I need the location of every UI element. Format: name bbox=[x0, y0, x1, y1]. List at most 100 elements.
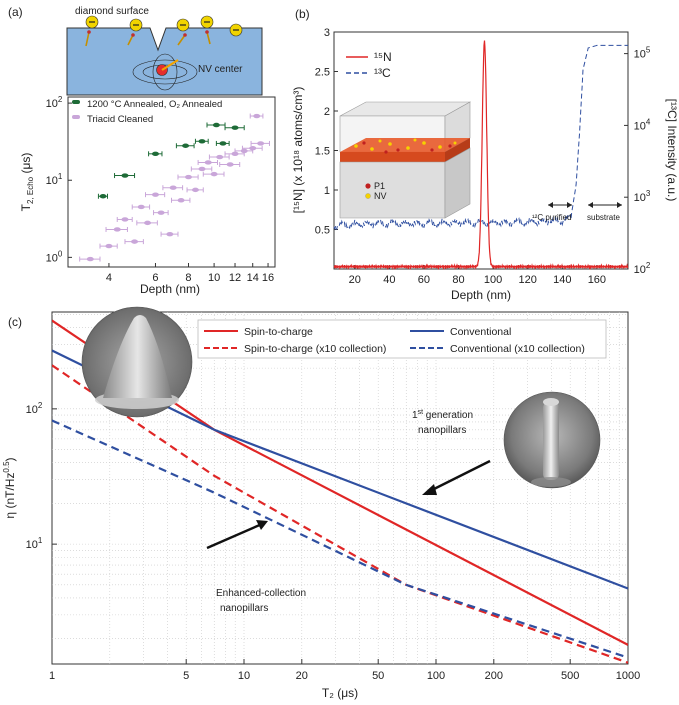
legend-c-conv10-label: Conventional (x10 collection) bbox=[450, 343, 585, 355]
annotation-arrows bbox=[206, 459, 491, 550]
a-data-point bbox=[249, 146, 257, 151]
a-data-point bbox=[166, 231, 174, 237]
inset-p1-label: P1 bbox=[374, 181, 385, 191]
c-ytick-label: 101 bbox=[26, 536, 43, 551]
c-series-conventional-x10-collection- bbox=[52, 419, 628, 659]
panel-b-ylabel-right: [¹³C] Intensity (a.u.) bbox=[665, 99, 679, 202]
a-data-point bbox=[210, 171, 218, 177]
b-ytick-right-label: 105 bbox=[634, 46, 651, 61]
legend-a-swatch-triacid bbox=[72, 115, 80, 119]
a-xtick-label: 4 bbox=[106, 272, 112, 284]
a-xtick-label: 12 bbox=[229, 272, 241, 284]
panel-c-legend: Spin-to-charge Conventional Spin-to-char… bbox=[197, 319, 607, 359]
a-data-point bbox=[184, 174, 192, 180]
sem-image-first-gen-pillar bbox=[503, 391, 601, 489]
a-data-point bbox=[226, 162, 234, 167]
annotation-c12-purified: ¹²C purified bbox=[532, 213, 572, 222]
annotation-first-gen-line1: 1st generation bbox=[412, 409, 473, 421]
a-data-point bbox=[204, 160, 212, 165]
a-xtick-label: 8 bbox=[185, 272, 191, 284]
diamond-schematic: diamond surface NV center bbox=[66, 6, 263, 96]
legend-a-label-annealed: 1200 °C Annealed, O₂ Annealed bbox=[87, 99, 222, 110]
legend-a-swatch-annealed bbox=[72, 100, 80, 104]
a-data-point bbox=[86, 256, 94, 262]
a-xtick-label: 14 bbox=[247, 272, 259, 284]
b-xtick-label: 60 bbox=[418, 274, 430, 286]
arrow-head-enhanced bbox=[256, 520, 268, 530]
b-ytick-right-label: 104 bbox=[634, 117, 651, 132]
surface-spins bbox=[85, 15, 243, 47]
c-xtick-label: 100 bbox=[427, 670, 445, 682]
a-data-point bbox=[99, 194, 107, 199]
a-data-point bbox=[151, 192, 159, 197]
diamond-surface-label: diamond surface bbox=[75, 6, 149, 17]
a-data-point bbox=[191, 187, 199, 193]
a-xtick-label: 16 bbox=[262, 272, 274, 284]
a-ytick-label: 100 bbox=[46, 249, 63, 264]
panel-b: (b) 20 40 60 80 100 120 140 160 0.5 1 1.5 2 2.5 3 102 1… bbox=[291, 7, 679, 302]
panel-a-ylabel-unit: (μs) bbox=[19, 153, 33, 177]
legend-c-stc10-label: Spin-to-charge (x10 collection) bbox=[244, 343, 386, 355]
a-ytick-label: 101 bbox=[46, 172, 63, 187]
panel-a-ylabel-sub: 2, Echo bbox=[26, 176, 35, 204]
panel-b-ylabel-left: [¹⁵N] (x 10¹⁸ atoms/cm³) bbox=[291, 87, 305, 214]
legend-c-stc-label: Spin-to-charge bbox=[244, 326, 313, 338]
panel-b-label: (b) bbox=[295, 7, 310, 21]
a-xtick-label: 10 bbox=[208, 272, 220, 284]
diamond-block bbox=[66, 27, 263, 96]
a-data-point bbox=[121, 173, 129, 178]
annotation-enhanced-line1: Enhanced-collection bbox=[216, 588, 306, 599]
a-data-point bbox=[182, 143, 190, 148]
b-xtick-label: 20 bbox=[349, 274, 361, 286]
annotation-first-gen-line2: nanopillars bbox=[418, 425, 466, 436]
b-xtick-label: 100 bbox=[484, 274, 502, 286]
panel-b-ticks: 20 40 60 80 100 120 140 160 0.5 1 1.5 2 2.5 3 102 103 10… bbox=[315, 27, 651, 286]
c-xtick-label: 10 bbox=[238, 670, 250, 682]
b-xtick-label: 40 bbox=[383, 274, 395, 286]
panel-a-ylabel-main: T bbox=[19, 203, 33, 211]
panel-a-points bbox=[79, 113, 270, 262]
legend-c-conv-label: Conventional bbox=[450, 326, 511, 338]
a-data-point bbox=[137, 204, 145, 210]
a-data-point bbox=[216, 154, 224, 160]
panel-a-ticks: 4 6 8 10 12 14 16 100 101 102 bbox=[46, 95, 275, 284]
a-data-point bbox=[212, 122, 220, 128]
c-xtick-label: 50 bbox=[372, 670, 384, 682]
c-xtick-label: 1 bbox=[49, 670, 55, 682]
nv-spin-arrow bbox=[161, 59, 179, 71]
b-ytick-left-label: 3 bbox=[324, 27, 330, 39]
panel-b-annotations: ¹²C purified substrate bbox=[532, 202, 622, 222]
arrow-head-first-gen bbox=[422, 484, 437, 495]
a-data-point bbox=[169, 185, 177, 190]
c-series-spin-to-charge-x10-collection- bbox=[52, 364, 628, 664]
c-xtick-label: 20 bbox=[296, 670, 308, 682]
a-xtick-label: 6 bbox=[152, 272, 158, 284]
legend-b-n15-label: ¹⁵N bbox=[374, 50, 392, 64]
a-data-point bbox=[198, 139, 206, 144]
inset-nv-label: NV bbox=[374, 191, 387, 201]
a-data-point bbox=[253, 113, 261, 119]
panel-c-xlabel: T₂ (μs) bbox=[322, 686, 358, 700]
annotation-enhanced-line2: nanopillars bbox=[220, 603, 268, 614]
a-data-point bbox=[177, 198, 185, 203]
legend-a-label-triacid: Triacid Cleaned bbox=[87, 114, 153, 125]
field-lines bbox=[132, 53, 198, 91]
a-data-point bbox=[257, 141, 265, 146]
b-ytick-right-label: 103 bbox=[634, 189, 651, 204]
b-xtick-label: 120 bbox=[519, 274, 537, 286]
panel-b-xlabel: Depth (nm) bbox=[451, 288, 511, 302]
a-data-point bbox=[113, 227, 121, 232]
a-data-point bbox=[198, 166, 206, 172]
b-xtick-label: 140 bbox=[553, 274, 571, 286]
a-data-point bbox=[121, 217, 129, 222]
panel-a: (a) diamond surface NV center 4 bbox=[8, 5, 276, 296]
a-ytick-label: 102 bbox=[46, 95, 63, 110]
b-ytick-left-label: 0.5 bbox=[315, 225, 330, 237]
panel-a-legend: 1200 °C Annealed, O₂ Annealed Triacid Cl… bbox=[72, 99, 222, 125]
panel-c-ticks: 1 5 10 20 50 100 200 500 1000 101 102 bbox=[26, 401, 641, 682]
panel-a-label: (a) bbox=[8, 5, 23, 19]
a-data-point bbox=[231, 151, 239, 157]
b-ytick-right-label: 102 bbox=[634, 261, 651, 276]
a-data-point bbox=[219, 141, 227, 146]
